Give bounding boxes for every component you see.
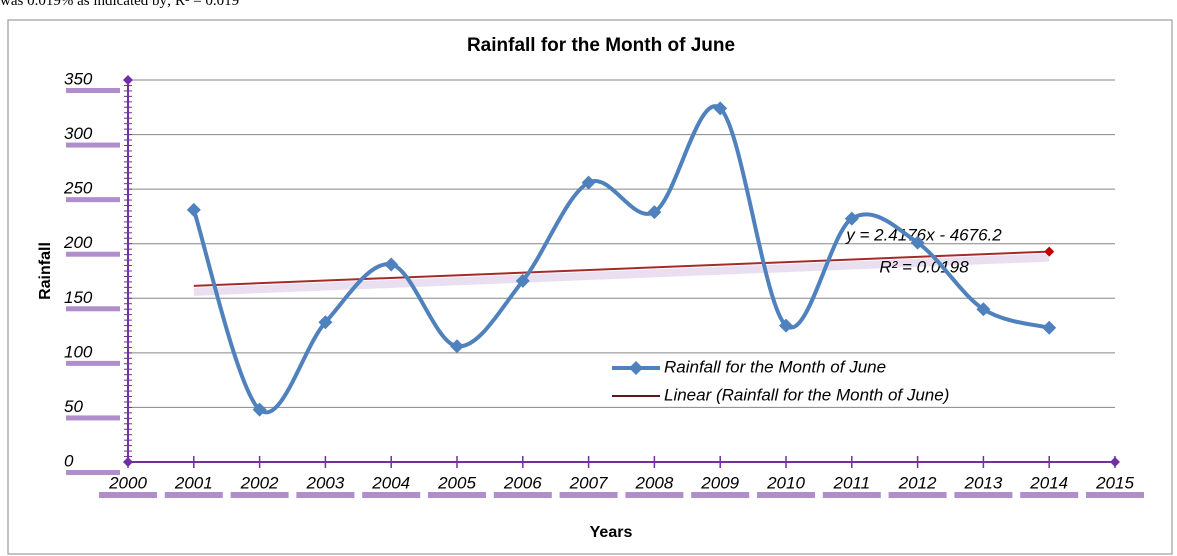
y-tick-label: 250: [63, 179, 93, 198]
marker: [779, 318, 793, 333]
tick-label-shadow: [66, 470, 120, 475]
x-tick-label: 2012: [898, 473, 937, 492]
x-tick-label: 2011: [833, 473, 871, 492]
tick-label-shadow: [66, 415, 120, 421]
x-tick-label: 2007: [569, 473, 608, 492]
legend-label: Linear (Rainfall for the Month of June): [664, 385, 949, 404]
tick-label-shadow: [691, 492, 750, 498]
axis-end: [123, 75, 133, 85]
marker: [186, 202, 201, 217]
caption: was 0.019% as indicated by; R² = 0.019: [0, 0, 240, 9]
x-axis-label: Years: [590, 524, 633, 541]
x-tick-label: 2008: [634, 473, 673, 492]
trend-equation: y = 2.4176x - 4676.2: [845, 225, 1002, 244]
y-tick-label: 150: [64, 288, 93, 307]
series-line: [191, 104, 1050, 415]
tick-label-shadow: [625, 492, 684, 498]
y-tick-label: 200: [63, 233, 93, 252]
tick-label-shadow: [362, 492, 421, 498]
trendline-end: [1044, 246, 1055, 257]
y-tick-label: 300: [64, 124, 93, 143]
y-tick-label: 350: [64, 69, 93, 88]
marker: [581, 175, 596, 190]
legend-marker: [629, 361, 643, 375]
axis-end: [1110, 457, 1120, 467]
tick-label-shadow: [757, 492, 815, 498]
x-tick-label: 2015: [1095, 473, 1134, 492]
marker: [384, 257, 399, 272]
axis-end: [123, 457, 133, 467]
x-tick-label: 2003: [305, 473, 344, 492]
marker: [647, 205, 662, 220]
marker: [844, 211, 859, 226]
x-tick-label: 2014: [1029, 473, 1068, 492]
tick-label-shadow: [66, 306, 120, 312]
tick-label-shadow: [66, 142, 120, 148]
x-tick-label: 2004: [371, 473, 410, 492]
marker: [713, 101, 728, 116]
trend-r2: R² = 0.0198: [879, 257, 969, 276]
x-tick-label: 2005: [437, 473, 476, 492]
x-tick-label: 2002: [240, 473, 279, 492]
tick-label-shadow: [66, 360, 120, 366]
x-tick-label: 2009: [700, 473, 739, 492]
tick-label-shadow: [99, 492, 157, 498]
tick-label-shadow: [493, 492, 552, 498]
tick-label-shadow: [66, 251, 120, 257]
tick-label-shadow: [164, 492, 223, 498]
marker: [976, 302, 991, 317]
marker: [1042, 320, 1057, 335]
marker: [252, 402, 267, 417]
marker: [515, 273, 530, 288]
x-tick-label: 2010: [766, 473, 805, 492]
y-tick-label: 50: [64, 397, 83, 416]
x-tick-label: 2006: [503, 473, 542, 492]
chart-title: Rainfall for the Month of June: [467, 35, 735, 56]
tick-label-shadow: [66, 88, 120, 93]
trendline: [193, 250, 1050, 287]
y-axis-label: Rainfall: [37, 242, 54, 300]
marker: [910, 235, 925, 250]
tick-label-shadow: [822, 492, 881, 498]
marker: [450, 339, 464, 354]
tick-label-shadow: [888, 492, 947, 498]
y-tick-label: 100: [64, 342, 93, 361]
x-tick-label: 2000: [108, 473, 147, 492]
chart-frame: [7, 19, 1173, 555]
tick-label-shadow: [428, 492, 486, 498]
tick-label-shadow: [1086, 492, 1144, 498]
tick-label-shadow: [230, 492, 289, 498]
x-tick-label: 2013: [963, 473, 1002, 492]
y-tick-label: 0: [64, 451, 74, 470]
x-tick-label: 2001: [174, 473, 213, 492]
tick-label-shadow: [66, 197, 120, 203]
tick-label-shadow: [559, 492, 618, 498]
tick-label-shadow: [954, 492, 1013, 498]
marker: [318, 315, 333, 330]
tick-label-shadow: [296, 492, 355, 498]
trendline-glow: [193, 253, 1050, 296]
legend-label: Rainfall for the Month of June: [664, 357, 886, 376]
tick-label-shadow: [1020, 492, 1079, 498]
